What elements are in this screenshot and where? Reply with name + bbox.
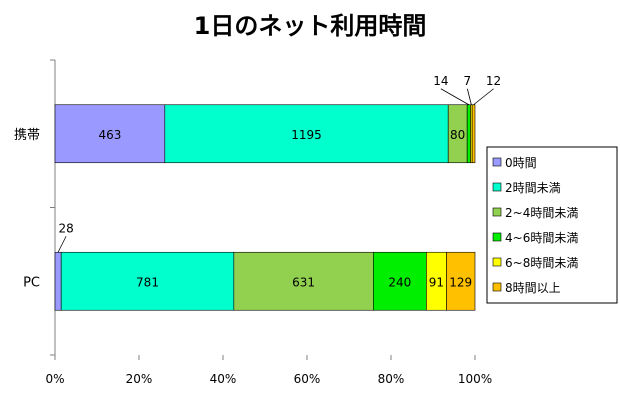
data-label: 781 — [136, 275, 159, 289]
x-tick-label: 0% — [45, 372, 64, 386]
legend-entry: 2時間未満 — [505, 181, 561, 195]
bar-segment — [54, 104, 166, 164]
x-tick-label: 80% — [378, 372, 405, 386]
x-tick-label: 60% — [294, 372, 321, 386]
bar-segment — [446, 251, 476, 311]
legend-swatch — [492, 232, 502, 242]
leader-line — [440, 88, 470, 106]
data-label: 14 — [433, 74, 448, 88]
legend-entry: 8時間以上 — [505, 281, 561, 295]
legend-entry: 6~8時間未満 — [505, 256, 578, 270]
leader-line — [57, 236, 67, 253]
legend-entry: 4~6時間未満 — [505, 231, 578, 245]
legend-entry: 2~4時間未満 — [505, 206, 578, 220]
data-labels: 463 1195 80 14 7 12 781 631 240 91 129 28 — [57, 74, 501, 289]
bar-segment — [164, 104, 449, 164]
data-label: 463 — [98, 128, 121, 142]
data-label: 631 — [292, 275, 315, 289]
legend-swatch — [492, 282, 502, 292]
bar-segment — [233, 251, 374, 311]
data-label: 91 — [429, 275, 444, 289]
bar-segment — [60, 251, 235, 311]
data-label: 80 — [450, 128, 465, 142]
bar-segment — [471, 104, 476, 164]
leader-line — [466, 88, 472, 105]
leader-line — [473, 88, 494, 106]
data-label: 12 — [486, 74, 501, 88]
legend-swatch — [492, 257, 502, 267]
data-label: 1195 — [291, 128, 322, 142]
legend-entry: 0時間 — [505, 156, 537, 170]
data-label: 240 — [388, 275, 411, 289]
axes: 0% 20% 40% 60% 80% 100% 携帯 PC — [14, 59, 492, 386]
chart-title: 1日のネット利用時間 — [194, 12, 427, 40]
x-tick-label: 100% — [458, 372, 492, 386]
legend-swatch — [492, 207, 502, 217]
category-label: 携帯 — [14, 127, 40, 143]
data-label: 129 — [449, 275, 472, 289]
data-label: 28 — [58, 221, 73, 235]
bar-segment — [466, 104, 471, 164]
legend-box — [486, 146, 618, 304]
x-tick-label: 40% — [210, 372, 237, 386]
bars — [54, 104, 476, 311]
bar-segment — [54, 251, 62, 311]
x-tick-label: 20% — [126, 372, 153, 386]
data-label: 7 — [464, 74, 472, 88]
category-label: PC — [23, 275, 40, 290]
legend: 0時間 2時間未満 2~4時間未満 4~6時間未満 6~8時間未満 8時間以上 — [486, 146, 618, 304]
bar-segment — [373, 251, 427, 311]
legend-swatch — [492, 182, 502, 192]
legend-swatch — [492, 157, 502, 167]
